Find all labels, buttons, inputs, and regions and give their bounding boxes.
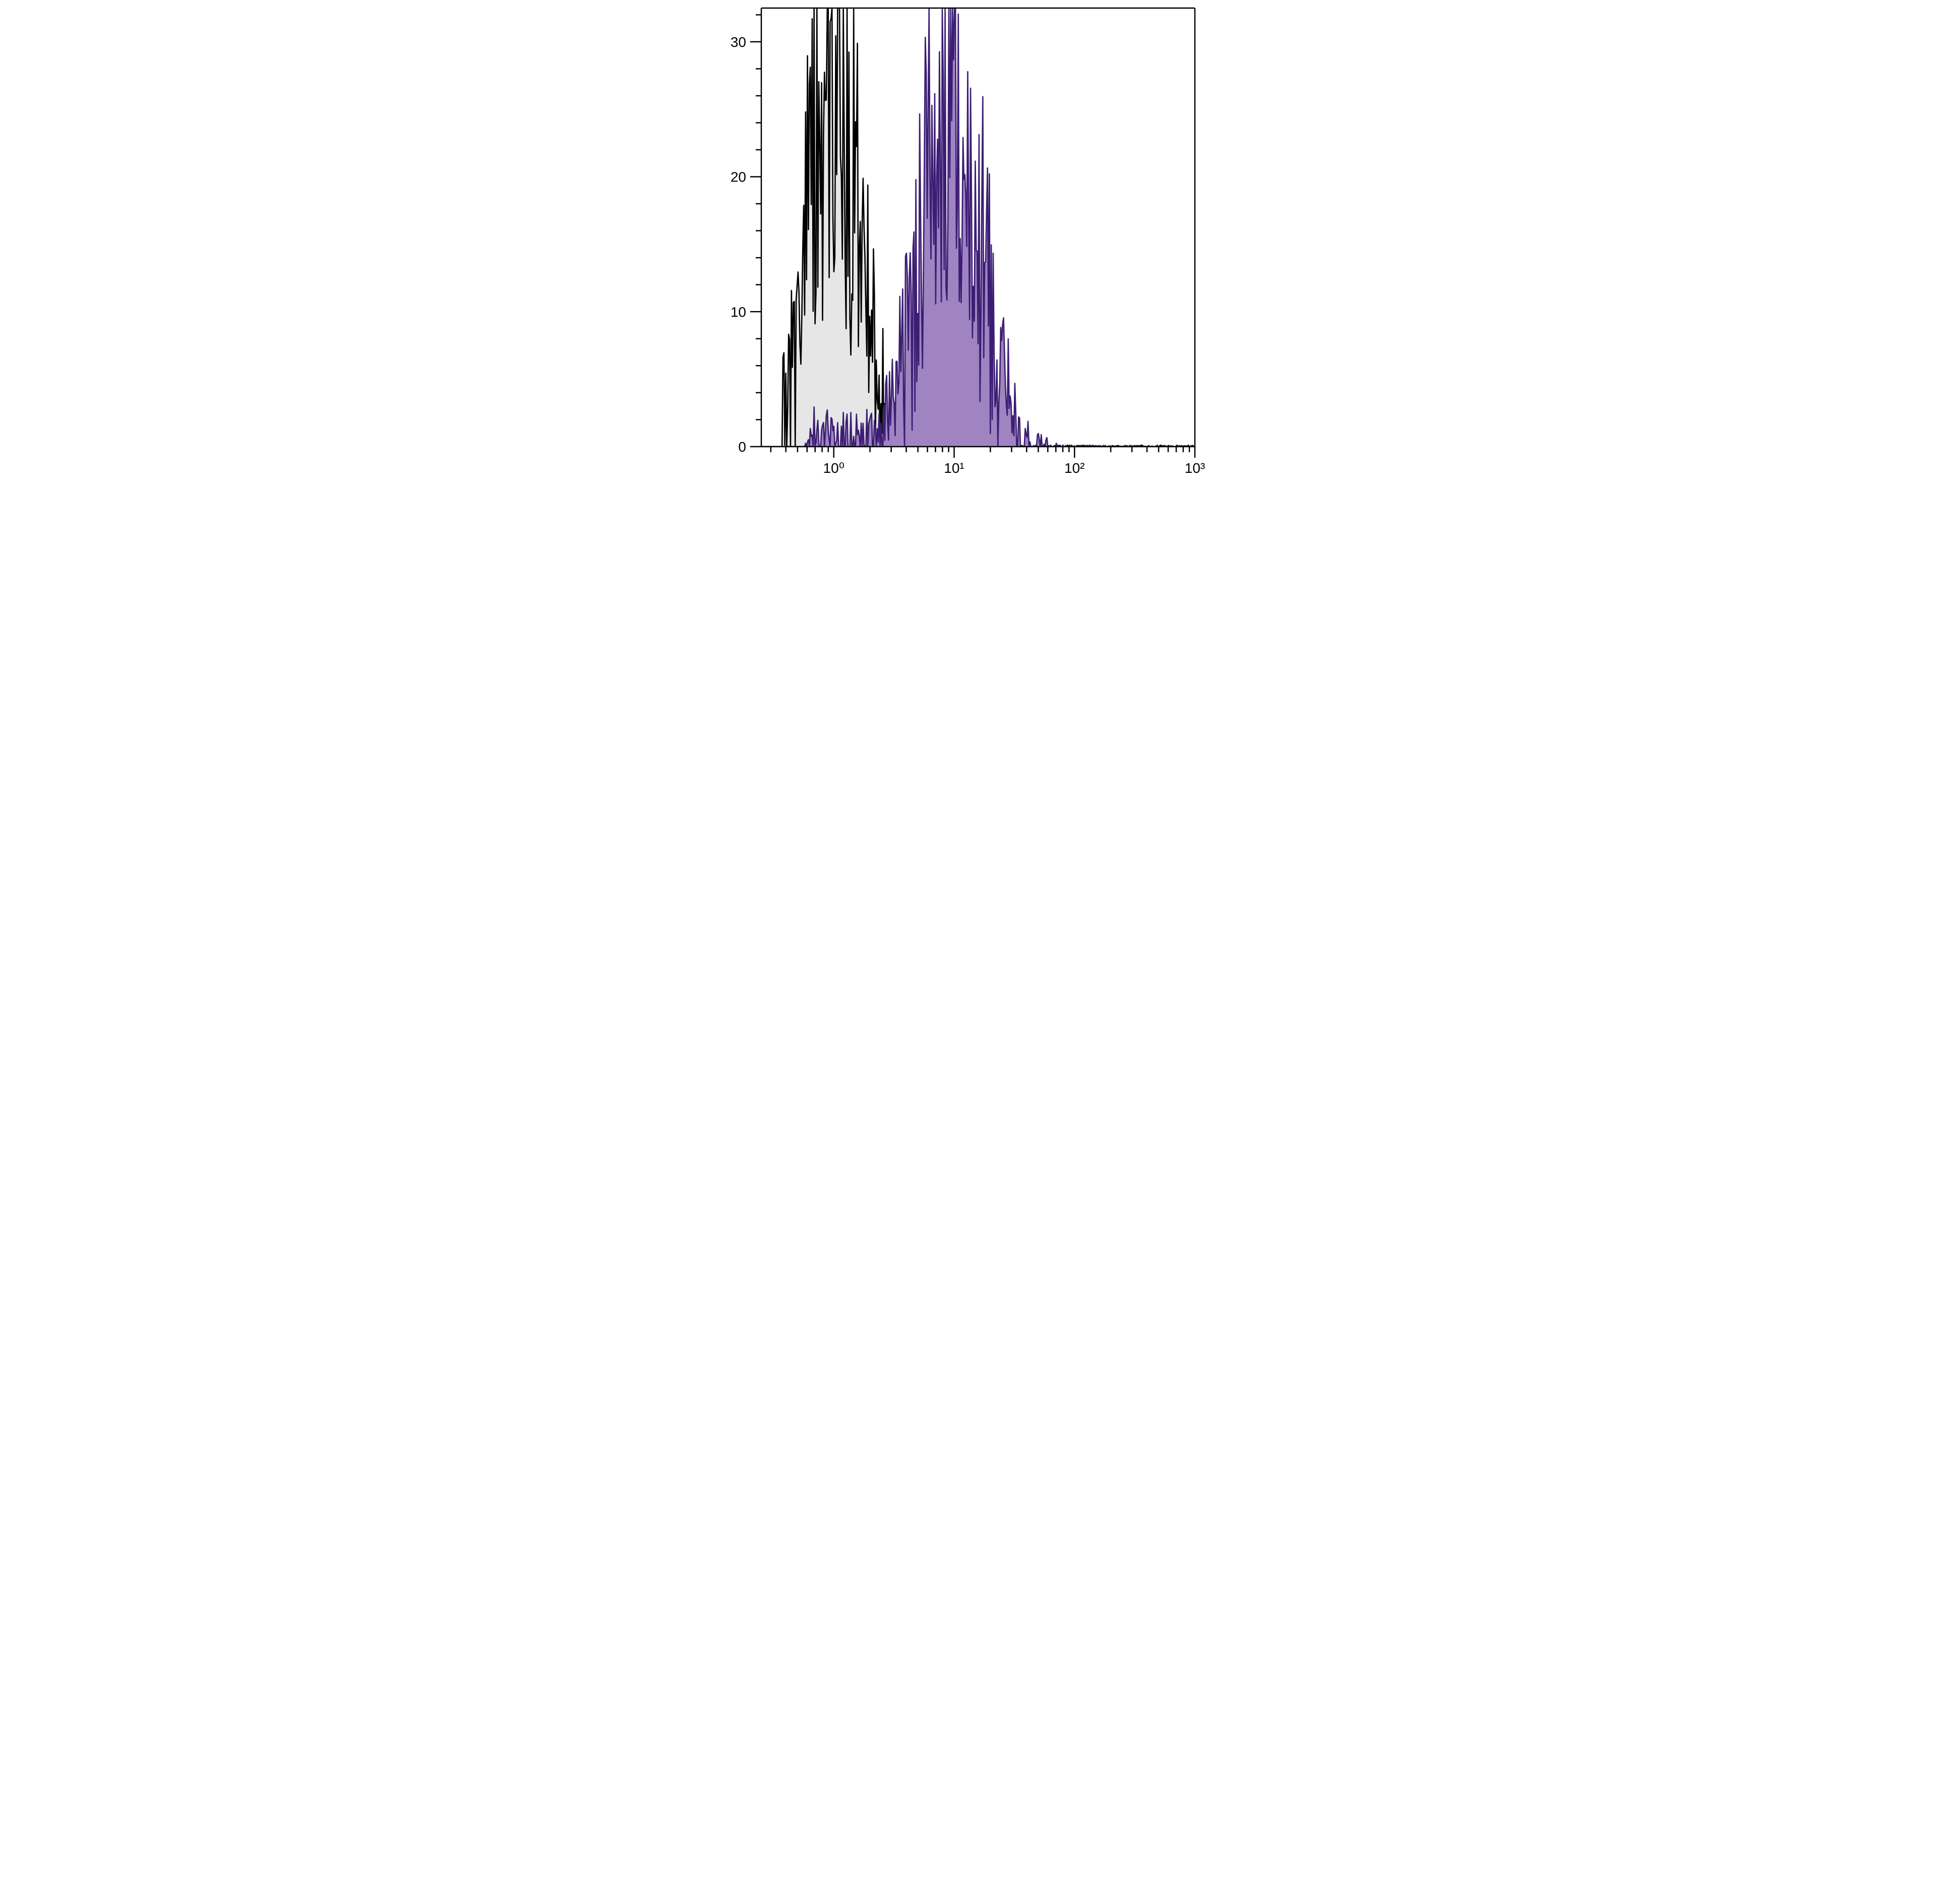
y-tick-label: 10 [731,304,746,320]
x-tick-label: 10¹ [944,460,964,476]
x-tick-label: 10⁰ [823,460,844,476]
y-tick-label: 0 [738,439,746,455]
y-tick-label: 20 [731,169,746,185]
chart-svg: 0 10 20 30 10⁰ 10¹ 10² 10³ [726,0,1210,476]
y-tick-label: 30 [731,34,746,50]
flow-cytometry-histogram: 0 10 20 30 10⁰ 10¹ 10² 10³ [726,0,1210,476]
x-tick-label: 10² [1064,460,1084,476]
x-tick-label: 10³ [1185,460,1205,476]
